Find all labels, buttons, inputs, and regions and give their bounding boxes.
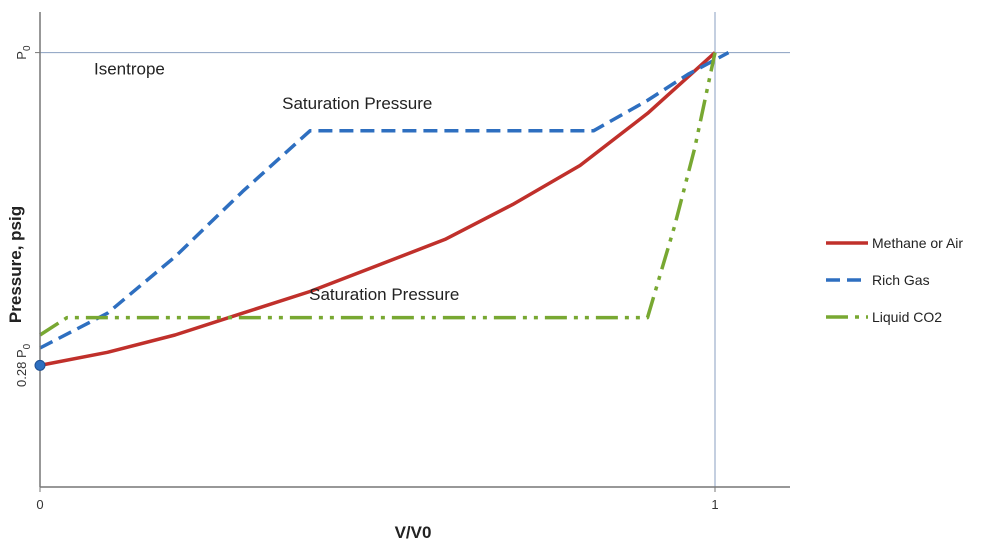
axes: [39, 12, 790, 488]
series-layer: [39, 51, 730, 368]
start-point-marker: [34, 359, 46, 371]
legend-entry: Methane or Air: [826, 235, 963, 251]
annotation-label: Saturation Pressure: [309, 285, 459, 304]
y-tick-label-main: P: [14, 51, 29, 60]
legend-entry: Liquid CO2: [826, 309, 942, 325]
x-tick-label: 0: [36, 497, 43, 512]
annotations: Isentrope Saturation Pressure Saturation P…: [94, 59, 459, 304]
legend-entry: Rich Gas: [826, 272, 930, 288]
legend: Methane or Air Rich Gas Liquid CO2: [826, 235, 963, 325]
legend-label: Rich Gas: [872, 272, 930, 288]
y-tick-label: P0: [14, 45, 33, 60]
y-tick-label-subscript: 0: [22, 343, 33, 349]
y-tick-label: 0.28 P0: [14, 343, 33, 387]
y-tick-label-main: 0.28 P: [14, 349, 29, 387]
x-axis-title: V/V0: [395, 523, 432, 542]
y-tick-label-text: 0.28 P0: [14, 343, 33, 387]
y-tick-label-subscript: 0: [22, 45, 33, 51]
legend-label: Methane or Air: [872, 235, 963, 251]
y-tick-label-text: P0: [14, 45, 33, 60]
marker-layer: [34, 359, 46, 371]
y-axis-title: Pressure, psig: [6, 206, 25, 323]
legend-label: Liquid CO2: [872, 309, 942, 325]
x-tick-label: 1: [711, 497, 718, 512]
annotation-label: Isentrope: [94, 59, 165, 78]
series-line-methane-or-air: [39, 51, 717, 368]
annotation-label: Saturation Pressure: [282, 94, 432, 113]
reference-lines: [40, 12, 790, 487]
series-line-rich-gas: [39, 51, 730, 350]
